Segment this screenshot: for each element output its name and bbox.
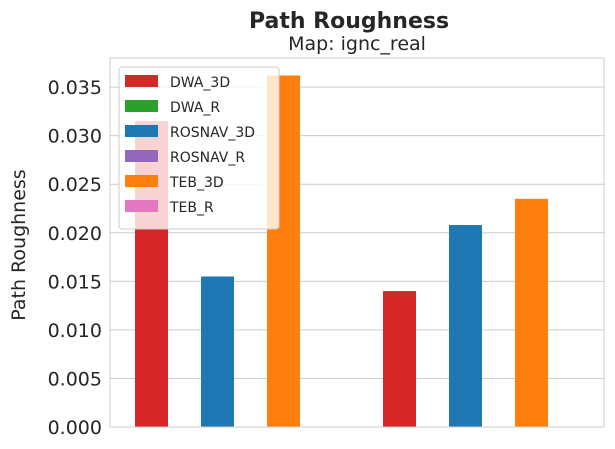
- chart-title: Path Roughness: [249, 9, 449, 34]
- legend-box: [118, 66, 280, 230]
- legend-label: DWA_R: [170, 100, 220, 116]
- y-tick-label: 0.020: [48, 223, 102, 245]
- y-tick-label: 0.025: [48, 174, 102, 196]
- bar-rosnav-3d-group-2: [449, 225, 482, 427]
- legend-swatch: [125, 125, 158, 137]
- y-axis-ticks: 0.000 0.005 0.010 0.015 0.020 0.025 0.030 0.035: [48, 77, 102, 439]
- legend-swatch: [125, 150, 158, 162]
- plot-frame: [109, 57, 605, 428]
- bar-rosnav-3d-group-1: [201, 276, 234, 427]
- legend: DWA_3D DWA_R ROSNAV_3D ROSNAV_R TEB_3D TEB_R: [118, 66, 280, 230]
- legend-label: DWA_3D: [170, 75, 230, 91]
- y-tick-label: 0.035: [48, 77, 102, 99]
- legend-swatch: [125, 200, 158, 212]
- y-tick-label: 0.000: [48, 417, 102, 439]
- y-axis-label: Path Roughness: [8, 169, 30, 320]
- legend-label: ROSNAV_R: [170, 150, 245, 166]
- bar-teb-3d-group-2: [515, 198, 548, 427]
- legend-swatch: [125, 100, 158, 112]
- legend-label: TEB_3D: [169, 175, 224, 191]
- chart-subtitle: Map: ignc_real: [288, 33, 426, 55]
- legend-swatch: [125, 75, 158, 87]
- bar-dwa-3d-group-2: [383, 291, 416, 427]
- legend-label: TEB_R: [169, 200, 214, 216]
- y-tick-label: 0.030: [48, 126, 102, 148]
- y-tick-label: 0.015: [48, 271, 102, 293]
- y-tick-label: 0.005: [48, 368, 102, 390]
- y-tick-label: 0.010: [48, 320, 102, 342]
- legend-label: ROSNAV_3D: [170, 125, 255, 141]
- legend-swatch: [125, 175, 158, 187]
